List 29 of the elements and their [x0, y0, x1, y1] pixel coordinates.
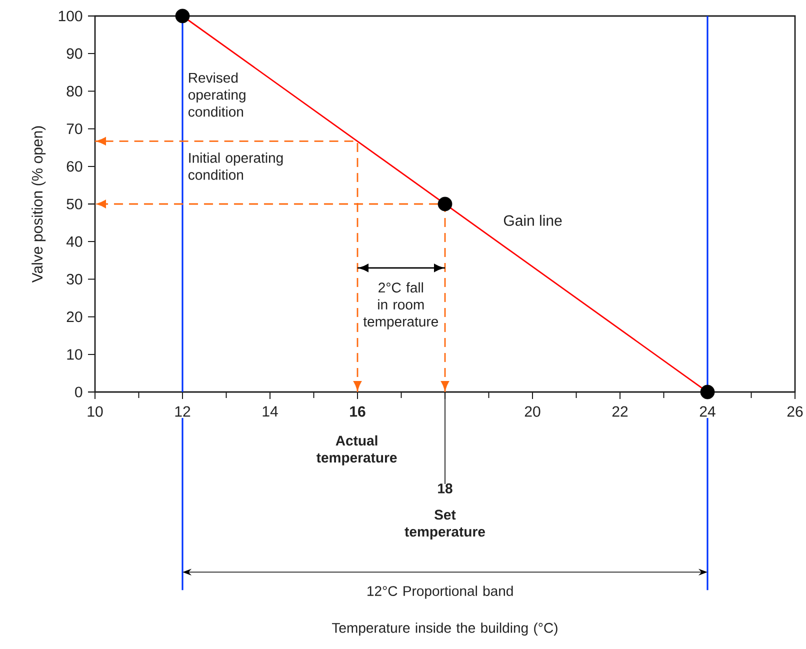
y-tick-label: 90 [66, 48, 82, 59]
x-tick-label: 20 [524, 406, 540, 417]
y-tick-label: 50 [66, 198, 82, 210]
x-tick-label: 24 [700, 406, 716, 417]
annotation: Initial operating condition [188, 152, 283, 180]
x-tick-label: 14 [262, 406, 278, 417]
x-tick-label: 12 [175, 406, 190, 417]
y-tick-label: 40 [66, 236, 82, 247]
y-tick-label: 80 [66, 86, 82, 96]
text: Temperature inside the building (°C) [332, 622, 558, 636]
y-tick-label: 10 [67, 349, 82, 360]
x-tick-label: 16 [350, 406, 366, 417]
annotation: Revised operating condition [188, 72, 246, 117]
x-tick-label: 26 [787, 406, 803, 417]
series-label: Gain line [504, 214, 562, 226]
y-tick-label: 20 [66, 311, 82, 322]
y-tick-label: 0 [75, 386, 82, 398]
y-tick-label: 100 [58, 10, 82, 22]
text: 18 [438, 483, 452, 494]
text: Set temperature [404, 510, 485, 540]
y-axis-title: Valve position (% open) [32, 126, 46, 283]
text: Actual temperature [316, 435, 397, 466]
annotation: 2°C fall in room temperature [363, 282, 438, 330]
x-tick-label: 22 [612, 406, 628, 417]
text: 12°C Proportional band [368, 586, 513, 599]
x-tick-label: 10 [88, 406, 103, 417]
y-tick-label: 70 [66, 123, 82, 134]
y-tick-label: 30 [66, 274, 82, 285]
y-tick-label: 60 [66, 161, 82, 172]
